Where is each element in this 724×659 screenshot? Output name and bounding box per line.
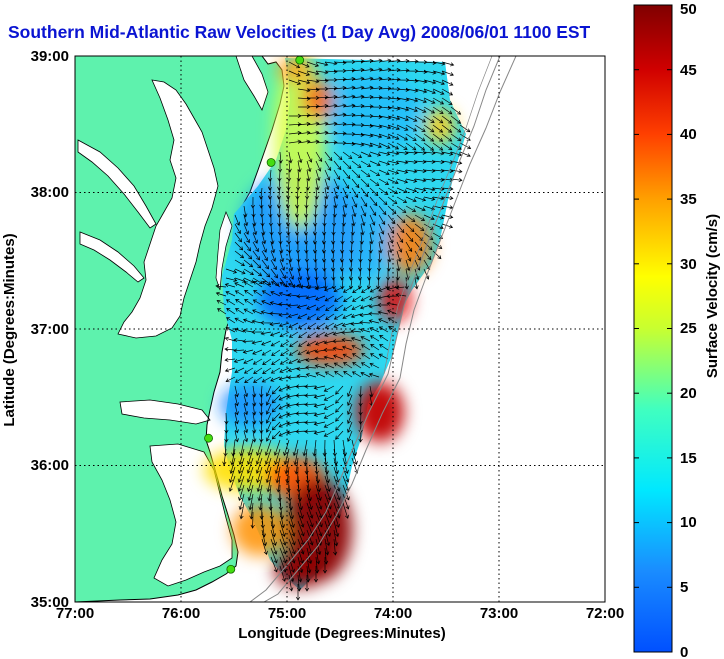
delaware-bay (235, 56, 269, 111)
colorbar-tick-label: 45 (680, 62, 697, 79)
colorbar-tick-label: 5 (680, 579, 688, 596)
colorbar-tick-label: 35 (680, 191, 697, 208)
colorbar-tick-label: 0 (680, 644, 688, 659)
y-tick-label: 39:00 (31, 48, 69, 65)
y-tick-label: 36:00 (31, 457, 69, 474)
chesapeake-bay (117, 79, 219, 339)
plot-frame (74, 55, 606, 603)
y-axis: 39:00 38:00 37:00 36:00 35:00 Latitude (… (1, 48, 69, 611)
colorbar-tick-label: 10 (680, 514, 697, 531)
potomac-river (77, 139, 157, 229)
colorbar-gradient (633, 4, 673, 653)
colorbar-tick-label: 20 (680, 385, 697, 402)
radar-site-marker (295, 55, 305, 65)
colorbar-tick-label: 15 (680, 450, 697, 467)
velocity-arrows (215, 58, 472, 601)
x-tick-label: 77:00 (56, 605, 94, 622)
coastline (75, 56, 285, 602)
grid-lines (75, 56, 605, 602)
colorbar-tick-label: 30 (680, 256, 697, 273)
albemarle-sound (119, 399, 211, 425)
y-tick-label: 38:00 (31, 184, 69, 201)
x-tick-label: 73:00 (480, 605, 518, 622)
colorbar: 0 5 10 15 20 25 30 35 40 45 50 Surface V… (633, 1, 721, 659)
colorbar-tick-label: 50 (680, 1, 697, 18)
x-tick-label: 72:00 (586, 605, 624, 622)
velocity-vector-arrows (215, 58, 472, 601)
velocity-field (204, 56, 472, 601)
x-tick-label: 75:00 (268, 605, 306, 622)
y-tick-label: 35:00 (31, 594, 69, 611)
delmarva-lagoon (215, 211, 233, 291)
rappahannock-river (79, 231, 145, 283)
colorbar-tick-label: 40 (680, 126, 697, 143)
x-tick-label: 76:00 (162, 605, 200, 622)
x-axis-label: Longitude (Degrees:Minutes) (238, 625, 446, 642)
bathymetry-contours (249, 56, 517, 602)
radar-sites (204, 55, 305, 574)
radar-site-marker (226, 564, 236, 574)
colorbar-label: Surface Velocity (cm/s) (704, 214, 721, 378)
y-axis-label: Latitude (Degrees:Minutes) (1, 233, 18, 426)
y-tick-label: 37:00 (31, 321, 69, 338)
radar-site-marker (266, 158, 276, 167)
x-tick-label: 74:00 (374, 605, 412, 622)
x-axis: 77:00 76:00 75:00 74:00 73:00 72:00 Long… (56, 605, 624, 642)
radar-site-marker (204, 433, 213, 443)
colorbar-tick-label: 25 (680, 320, 697, 337)
map-title: Southern Mid-Atlantic Raw Velocities (1 … (8, 22, 591, 42)
